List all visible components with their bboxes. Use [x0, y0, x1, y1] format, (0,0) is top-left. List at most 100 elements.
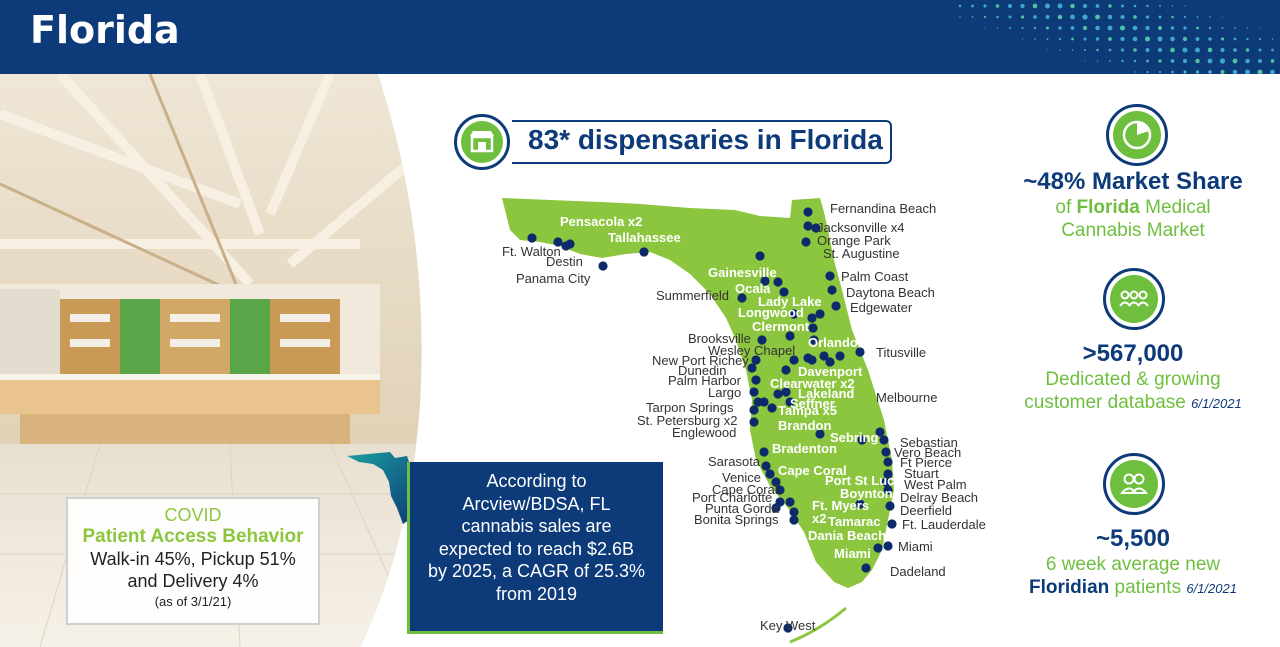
patients-desc-1: 6 week average new — [1045, 554, 1221, 575]
city-label-orlando: Orlando x4 — [808, 335, 877, 350]
city-label-boynton: Boynton — [840, 486, 893, 501]
header-dot — [996, 27, 999, 29]
dispensary-marker — [879, 435, 889, 445]
florida-state-shape — [502, 198, 894, 588]
city-label-sebring: Sebring — [830, 430, 878, 445]
dispensary-marker — [789, 355, 799, 365]
header-dot — [1096, 48, 1099, 52]
dispensary-marker — [875, 427, 885, 437]
header-dot — [1183, 70, 1187, 74]
header-dot — [1021, 26, 1024, 30]
city-label-dunedin: Dunedin — [678, 363, 726, 378]
city-label-st-pete: St. Petersburg x2 — [637, 413, 737, 428]
city-label-deerfield: Deerfield — [900, 503, 952, 518]
city-label-cape-coral-2: Cape Coral — [712, 482, 778, 497]
header-dot — [1047, 49, 1048, 51]
market-share-desc-2: Cannabis Market — [1061, 220, 1205, 241]
header-dot — [1044, 3, 1051, 9]
header-dot — [995, 4, 1000, 8]
header-dot — [1133, 59, 1137, 63]
header-dot — [984, 27, 986, 29]
header-dot — [1170, 26, 1175, 30]
dispensary-marker — [785, 397, 795, 407]
header-dot — [1082, 25, 1088, 31]
header-dot — [1220, 47, 1225, 53]
dispensary-marker — [873, 543, 883, 553]
dispensary-marker — [771, 477, 781, 487]
header-dot — [1084, 60, 1086, 62]
header-dot — [1034, 38, 1036, 40]
header-dot — [1095, 14, 1100, 20]
market-share-stat: ~48% Market Share of Florida Medical Can… — [993, 168, 1273, 242]
sales-line-3: cannabis sales are — [461, 516, 612, 536]
dispensary-marker — [811, 223, 821, 233]
dispensary-marker — [815, 309, 825, 319]
city-label-wesley-chapel: Wesley Chapel — [708, 343, 795, 358]
header-dot — [1158, 70, 1162, 74]
dispensary-marker — [781, 365, 791, 375]
dispensary-marker — [801, 237, 811, 247]
header-dot — [1182, 58, 1188, 64]
page-title: Florida — [30, 8, 180, 52]
dispensaries-heading: 83* dispensaries in Florida — [454, 114, 894, 170]
patients-value: ~5,500 — [1095, 525, 1171, 552]
city-label-ft-lauderdale: Ft. Lauderdale — [902, 517, 986, 532]
dispensary-marker — [527, 233, 537, 243]
dispensary-marker — [749, 405, 759, 415]
header-dot — [1082, 3, 1088, 9]
header-dot — [1233, 48, 1237, 52]
header-dot — [1157, 36, 1163, 42]
dispensary-marker — [809, 335, 819, 345]
header-dot — [1270, 59, 1275, 63]
header-dot — [959, 16, 961, 18]
dispensary-marker — [760, 276, 770, 286]
header-dot — [1259, 38, 1261, 40]
dispensary-marker — [737, 293, 747, 303]
city-label-key-west: Key West — [760, 618, 816, 633]
sales-line-1: According to — [486, 471, 587, 491]
city-label-brooksville: Brooksville — [688, 331, 751, 346]
header-dot — [1070, 26, 1075, 30]
customers-stat: >567,000 Dedicated & growing customer da… — [993, 340, 1273, 415]
header-dot — [1108, 37, 1112, 41]
city-label-ocala: Ocala — [735, 281, 771, 296]
header-dot — [1258, 48, 1262, 52]
header-dot — [1171, 70, 1174, 74]
floridian-emphasis: Floridian — [1029, 577, 1110, 598]
city-label-seffner: Seffner — [790, 396, 835, 411]
city-label-lakeland: Lakeland — [798, 386, 854, 401]
header-dot — [1020, 15, 1025, 19]
header-dot — [1158, 59, 1162, 63]
city-label-dania: Dania Beach — [808, 528, 886, 543]
header-dot — [1021, 38, 1024, 40]
header-dot — [1157, 47, 1163, 53]
header-dot — [1120, 36, 1125, 42]
dispensary-marker — [598, 261, 608, 271]
header-dot — [1133, 4, 1137, 8]
header-dot — [1132, 25, 1138, 31]
city-label-palm-coast: Palm Coast — [841, 269, 909, 284]
header-dot — [1058, 37, 1062, 41]
dispensary-marker — [819, 351, 829, 361]
dispensary-marker — [785, 497, 795, 507]
city-label-ft-walton: Ft. Walton — [502, 244, 561, 259]
header-dot — [1184, 5, 1186, 7]
header-dot — [1158, 15, 1162, 19]
dispensary-marker — [759, 447, 769, 457]
city-label-brandon: Brandon — [778, 418, 832, 433]
dispensary-marker — [807, 313, 817, 323]
city-label-englewood: Englewood — [672, 425, 736, 440]
access-date-note: (as of 3/1/21) — [154, 594, 232, 609]
header-dot — [1246, 37, 1249, 41]
header-dot — [1009, 27, 1011, 29]
city-label-port-charlotte: Port Charlotte — [692, 490, 772, 505]
florida-emphasis: Florida — [1076, 197, 1140, 218]
city-label-tallahassee: Tallahassee — [608, 230, 681, 245]
decorative-dot-pattern — [958, 3, 1275, 74]
header-dot — [1171, 15, 1174, 19]
patients-desc-2: Floridian patients 6/1/2021 — [1029, 577, 1237, 598]
dispensary-marker — [883, 457, 893, 467]
city-label-gainesville: Gainesville — [708, 265, 777, 280]
dispensary-marker — [855, 347, 865, 357]
header-dot — [1196, 26, 1199, 30]
